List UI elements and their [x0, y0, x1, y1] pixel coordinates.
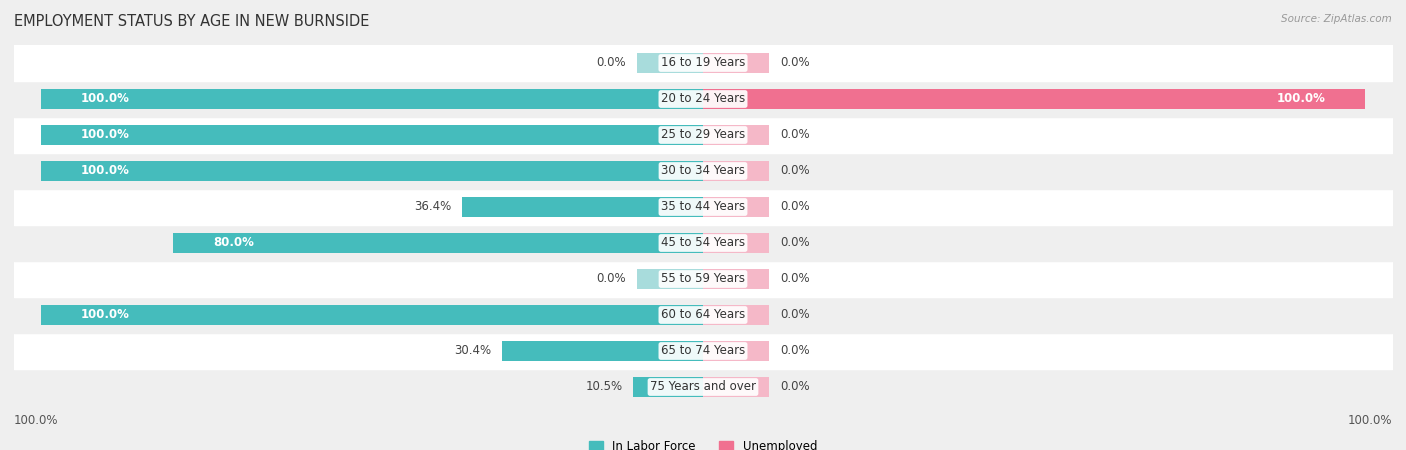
Text: 75 Years and over: 75 Years and over [650, 381, 756, 393]
Bar [703, 125, 769, 145]
Text: Source: ZipAtlas.com: Source: ZipAtlas.com [1281, 14, 1392, 23]
Text: 0.0%: 0.0% [780, 165, 810, 177]
Bar [637, 269, 703, 289]
Bar [41, 161, 703, 181]
Text: 0.0%: 0.0% [780, 381, 810, 393]
Text: 30.4%: 30.4% [454, 345, 491, 357]
Bar [703, 197, 769, 217]
Text: 0.0%: 0.0% [780, 345, 810, 357]
Text: 65 to 74 Years: 65 to 74 Years [661, 345, 745, 357]
Bar [634, 377, 703, 397]
Text: 100.0%: 100.0% [14, 414, 59, 427]
Bar [502, 341, 703, 361]
Bar [41, 305, 703, 325]
Text: 100.0%: 100.0% [1277, 93, 1326, 105]
Legend: In Labor Force, Unemployed: In Labor Force, Unemployed [589, 440, 817, 450]
Text: 36.4%: 36.4% [413, 201, 451, 213]
Text: 0.0%: 0.0% [780, 237, 810, 249]
Text: 20 to 24 Years: 20 to 24 Years [661, 93, 745, 105]
Bar [703, 377, 769, 397]
Text: 16 to 19 Years: 16 to 19 Years [661, 57, 745, 69]
Bar [703, 161, 769, 181]
Text: EMPLOYMENT STATUS BY AGE IN NEW BURNSIDE: EMPLOYMENT STATUS BY AGE IN NEW BURNSIDE [14, 14, 370, 28]
Text: 100.0%: 100.0% [80, 93, 129, 105]
Text: 30 to 34 Years: 30 to 34 Years [661, 165, 745, 177]
Bar [41, 125, 703, 145]
Text: 0.0%: 0.0% [780, 201, 810, 213]
Text: 0.0%: 0.0% [596, 273, 626, 285]
Text: 80.0%: 80.0% [212, 237, 253, 249]
Text: 55 to 59 Years: 55 to 59 Years [661, 273, 745, 285]
Bar [637, 53, 703, 73]
Bar [703, 89, 1365, 109]
Bar [173, 233, 703, 253]
Bar [41, 89, 703, 109]
Text: 0.0%: 0.0% [780, 309, 810, 321]
Text: 45 to 54 Years: 45 to 54 Years [661, 237, 745, 249]
Text: 100.0%: 100.0% [80, 165, 129, 177]
Bar [703, 341, 769, 361]
Text: 60 to 64 Years: 60 to 64 Years [661, 309, 745, 321]
Text: 0.0%: 0.0% [780, 273, 810, 285]
Text: 10.5%: 10.5% [586, 381, 623, 393]
Text: 35 to 44 Years: 35 to 44 Years [661, 201, 745, 213]
Text: 100.0%: 100.0% [80, 309, 129, 321]
Text: 100.0%: 100.0% [1347, 414, 1392, 427]
Bar [703, 305, 769, 325]
Bar [463, 197, 703, 217]
Text: 0.0%: 0.0% [596, 57, 626, 69]
Bar [703, 53, 769, 73]
Text: 0.0%: 0.0% [780, 57, 810, 69]
Bar [703, 233, 769, 253]
Bar [703, 269, 769, 289]
Text: 25 to 29 Years: 25 to 29 Years [661, 129, 745, 141]
Text: 100.0%: 100.0% [80, 129, 129, 141]
Text: 0.0%: 0.0% [780, 129, 810, 141]
